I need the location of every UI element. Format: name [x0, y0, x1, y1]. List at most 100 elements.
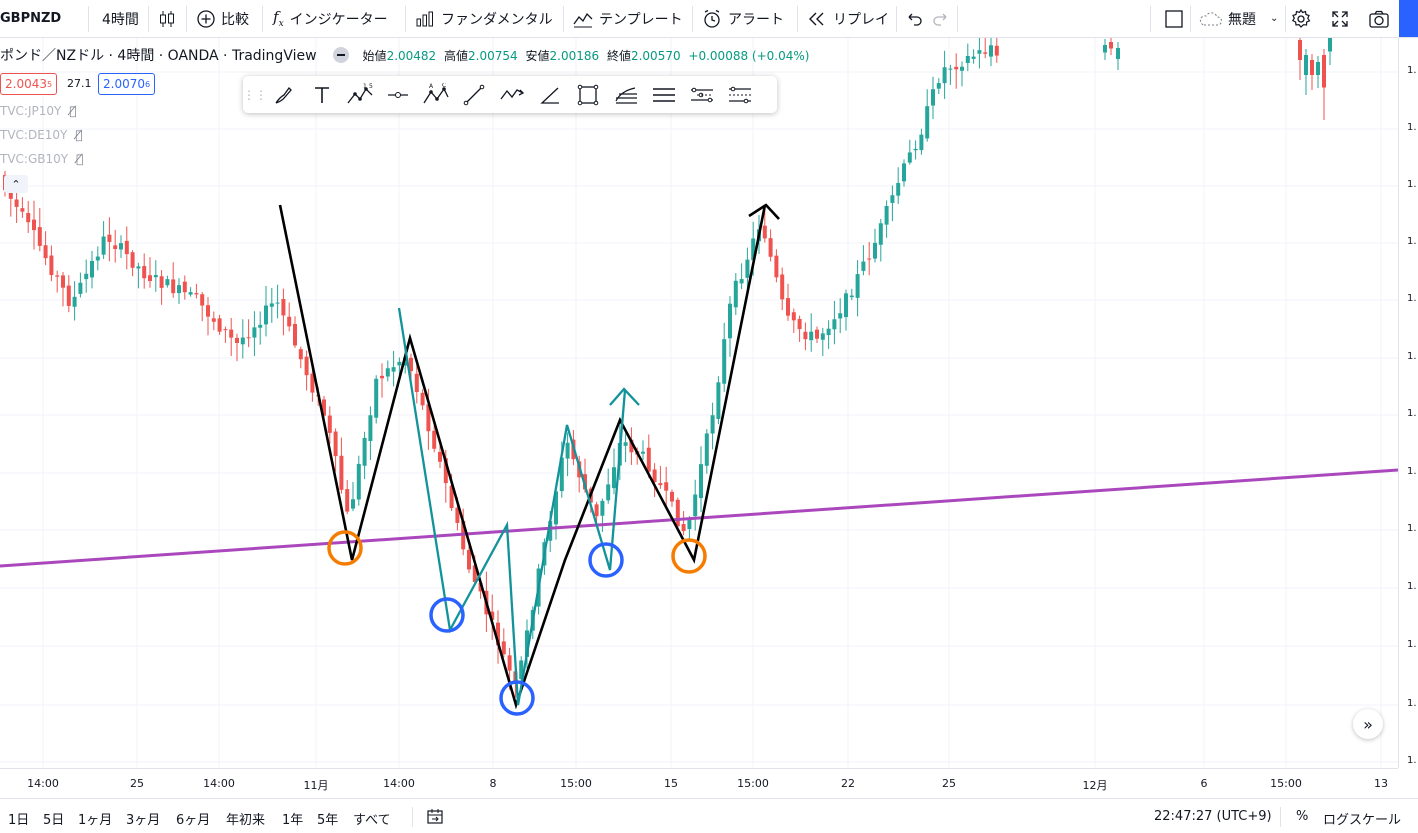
divider [1190, 6, 1191, 32]
eye-hidden-icon[interactable]: 👁̸ [75, 128, 83, 142]
date-range-button[interactable] [426, 807, 444, 829]
range-1m[interactable]: 1ヶ月 [78, 813, 113, 828]
price-axis[interactable]: 1. 1. 1. 1. 1. 1. 1. 1. 1. 1. 1. 1. 1. [1398, 38, 1418, 768]
high-label: 高値 [444, 48, 469, 63]
settings-button[interactable] [1290, 0, 1312, 37]
horizontal-ray-tool[interactable] [379, 76, 417, 113]
angle-tool[interactable] [531, 76, 569, 113]
blue-circle-marker[interactable] [429, 597, 465, 633]
candle-body [252, 327, 257, 338]
publish-button[interactable] [1399, 0, 1418, 37]
eye-hidden-icon[interactable]: 👁̸ [69, 104, 77, 118]
percent-toggle[interactable]: % [1296, 809, 1309, 824]
chart-pane[interactable] [0, 38, 1398, 768]
candle-body [1304, 55, 1308, 75]
range-1d[interactable]: 1日 [8, 813, 30, 828]
teal-zigzag-line[interactable] [397, 307, 627, 706]
clock[interactable]: 22:47:27 (UTC+9) [1154, 809, 1272, 824]
disjoint-channel-tool[interactable] [721, 76, 759, 113]
compare-button[interactable]: 比較 [196, 0, 249, 37]
candle-body [165, 279, 170, 286]
candle-body [931, 89, 935, 106]
price-chart[interactable] [0, 38, 1398, 768]
black-zigzag-line[interactable] [278, 204, 767, 710]
candle-body [600, 500, 605, 516]
candle-body [913, 148, 918, 151]
undo-button[interactable] [905, 0, 923, 37]
candle-body [351, 499, 355, 509]
range-6m[interactable]: 6ヶ月 [176, 813, 211, 828]
range-ytd[interactable]: 年初来 [226, 813, 266, 828]
support-trend-line[interactable] [0, 468, 1398, 568]
high-value: 2.00754 [468, 48, 518, 63]
interval-button[interactable]: 4時間 [102, 0, 139, 37]
drag-handle-icon[interactable]: ⋮⋮ [243, 87, 267, 102]
candle-body [298, 349, 303, 360]
camera-icon [1369, 10, 1389, 28]
blue-circle-marker[interactable] [499, 680, 535, 716]
study-row[interactable]: TVC:JP10Y 👁̸ [0, 104, 77, 118]
redo-button[interactable] [932, 0, 950, 37]
fullscreen-toggle[interactable] [1164, 0, 1184, 37]
study-row[interactable]: TVC:GB10Y 👁̸ [0, 152, 83, 166]
trend-line-tool[interactable] [455, 76, 493, 113]
candle-body [716, 382, 721, 419]
range-5d[interactable]: 5日 [43, 813, 65, 828]
scroll-to-realtime-button[interactable]: » [1353, 709, 1383, 739]
candle-body [646, 447, 651, 472]
snapshot-button[interactable] [1368, 0, 1390, 37]
symbol-search[interactable]: GBPNZD [0, 0, 61, 37]
log-scale-toggle[interactable]: ログスケール [1323, 813, 1402, 828]
candle-body [55, 275, 60, 277]
parallel-lines-tool[interactable] [645, 76, 683, 113]
range-5y[interactable]: 5年 [317, 813, 339, 828]
replay-button[interactable]: リプレイ [807, 0, 889, 37]
candle-body [217, 318, 222, 332]
collapse-legend-button[interactable] [332, 47, 349, 63]
candle-body [61, 275, 65, 288]
text-tool[interactable] [303, 76, 341, 113]
candle-body [148, 275, 152, 282]
ohlc-values: 始値2.00482 高値2.00754 安値2.00186 終値2.00570 … [363, 47, 810, 64]
collapse-studies-button[interactable]: ⌃ [4, 175, 28, 193]
fullscreen-button[interactable] [1330, 0, 1350, 37]
sell-price-button[interactable]: 2.0043 5 [0, 73, 58, 95]
orange-circle-marker[interactable] [327, 530, 363, 566]
candle-body [1316, 62, 1320, 75]
time-tick-label: 22 [841, 777, 855, 790]
blue-circle-marker[interactable] [588, 542, 624, 578]
candles-icon [160, 10, 174, 27]
candle-body [867, 258, 872, 260]
chart-type-button[interactable] [158, 0, 176, 37]
study-row[interactable]: TVC:DE10Y 👁̸ [0, 128, 83, 142]
candle-body [333, 431, 338, 457]
candle-body [861, 261, 866, 271]
fundamentals-button[interactable]: ファンダメンタル [415, 0, 553, 37]
range-all[interactable]: すべて [353, 813, 391, 828]
path-tool[interactable] [493, 76, 531, 113]
teal-arrow-head [609, 387, 640, 406]
expand-icon [1332, 10, 1348, 27]
range-1y[interactable]: 1年 [282, 813, 304, 828]
candle-body [873, 242, 877, 259]
brush-tool[interactable] [265, 76, 303, 113]
candle-body [345, 489, 350, 512]
candle-body [739, 279, 744, 284]
rectangle-tool[interactable] [569, 76, 607, 113]
indicators-button[interactable]: fx インジケーター [273, 0, 388, 37]
range-3m[interactable]: 3ヶ月 [126, 813, 161, 828]
eye-hidden-icon[interactable]: 👁̸ [76, 152, 84, 166]
flat-top-bottom-tool[interactable] [683, 76, 721, 113]
time-axis[interactable]: 14:00 25 14:00 11月 14:00 8 15:00 15 15:00 22 25 12月… [0, 768, 1398, 798]
divider [563, 6, 564, 32]
orange-circle-marker[interactable] [671, 538, 707, 574]
price-tick-label: 1. [1407, 351, 1417, 362]
candle-body [884, 206, 889, 225]
templates-button[interactable]: テンプレート [573, 0, 683, 37]
layout-button[interactable]: 無題 ⌄ [1198, 0, 1278, 37]
alert-button[interactable]: アラート [702, 0, 784, 37]
buy-price-button[interactable]: 2.0070 6 [98, 73, 156, 95]
fib-channel-tool[interactable] [607, 76, 645, 113]
